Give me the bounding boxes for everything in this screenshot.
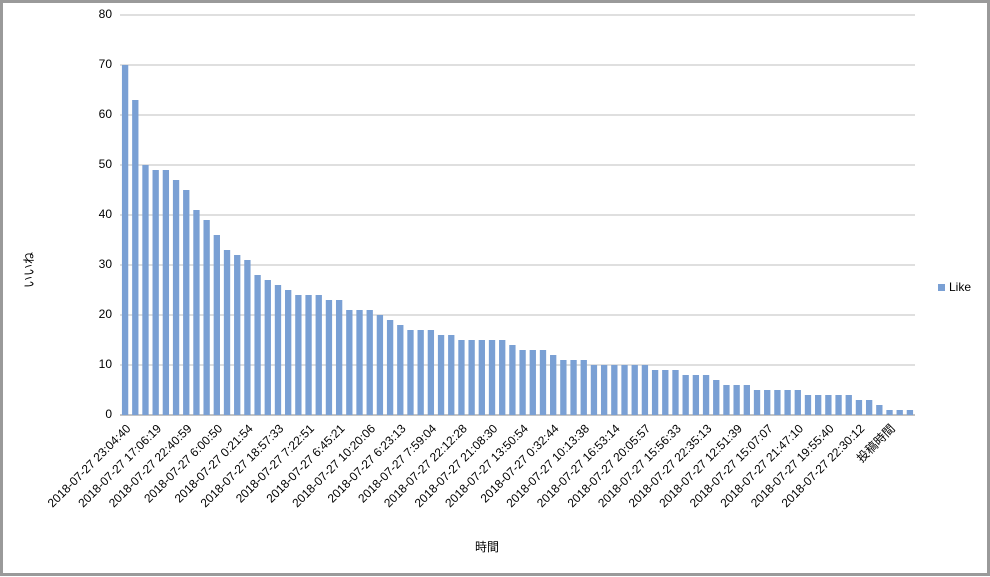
bar (335, 300, 343, 415)
bar (132, 100, 139, 415)
bar (234, 255, 241, 415)
bar (723, 385, 730, 415)
bar (713, 380, 720, 415)
bar (764, 390, 771, 415)
bar (499, 340, 506, 415)
bar (193, 210, 200, 415)
bar (437, 335, 445, 415)
bar (692, 375, 700, 415)
bar (274, 285, 282, 415)
bar (733, 385, 740, 415)
bar (896, 410, 903, 415)
bar (825, 395, 832, 415)
bar (172, 180, 180, 415)
bar (509, 345, 516, 415)
bar (621, 365, 628, 415)
bar (478, 340, 485, 415)
x-axis-label: 時間 (475, 540, 499, 554)
bar (366, 310, 373, 415)
bar (203, 220, 210, 415)
y-tick-label: 0 (105, 407, 112, 421)
bar (641, 365, 649, 415)
y-tick-label: 10 (99, 357, 113, 371)
y-tick-label: 70 (99, 57, 113, 71)
y-tick-label: 40 (99, 207, 113, 221)
bar (539, 350, 547, 415)
bar (886, 410, 893, 415)
bar (346, 310, 353, 415)
bar (529, 350, 536, 415)
bar (794, 390, 801, 415)
bar (611, 365, 618, 415)
bar (560, 360, 567, 415)
bar (325, 300, 333, 415)
bar (305, 295, 312, 415)
y-axis-label: いいね (22, 252, 36, 288)
legend-swatch (938, 284, 945, 291)
bar (386, 320, 394, 415)
bar (295, 295, 302, 415)
bar (580, 360, 587, 415)
bar (672, 370, 679, 415)
bar (315, 295, 322, 415)
bar (876, 405, 883, 415)
bar (488, 340, 496, 415)
bar (682, 375, 689, 415)
bar (162, 170, 170, 415)
bar (468, 340, 475, 415)
bar (244, 260, 251, 415)
bar (223, 250, 231, 415)
bar (651, 370, 659, 415)
bar (835, 395, 842, 415)
bar (774, 390, 781, 415)
bar (743, 385, 750, 415)
bar (407, 330, 414, 415)
y-tick-label: 50 (99, 157, 113, 171)
bar (753, 390, 761, 415)
bar (285, 290, 292, 415)
bar (183, 190, 190, 415)
bar (417, 330, 424, 415)
bar (519, 350, 526, 415)
bar (213, 235, 220, 415)
bar (570, 360, 577, 415)
bar (550, 355, 557, 415)
bar (662, 370, 669, 415)
y-tick-label: 60 (99, 107, 113, 121)
bar (906, 410, 914, 415)
bar (600, 365, 608, 415)
bar (121, 65, 129, 415)
bar (590, 365, 598, 415)
bar (855, 400, 863, 415)
bar (458, 340, 465, 415)
bar (397, 325, 404, 415)
y-tick-label: 80 (99, 7, 113, 21)
bar (448, 335, 455, 415)
bar (784, 390, 791, 415)
bar (845, 395, 852, 415)
y-tick-label: 20 (99, 307, 113, 321)
bar (356, 310, 363, 415)
bar (865, 400, 873, 415)
bar (152, 170, 159, 415)
bar (142, 165, 149, 415)
legend-label: Like (949, 280, 971, 294)
bar (815, 395, 822, 415)
bar (264, 280, 271, 415)
bar (631, 365, 638, 415)
bar (427, 330, 435, 415)
y-tick-label: 30 (99, 257, 113, 271)
bar (804, 395, 812, 415)
bar (254, 275, 261, 415)
bar (702, 375, 710, 415)
bar (376, 315, 384, 415)
